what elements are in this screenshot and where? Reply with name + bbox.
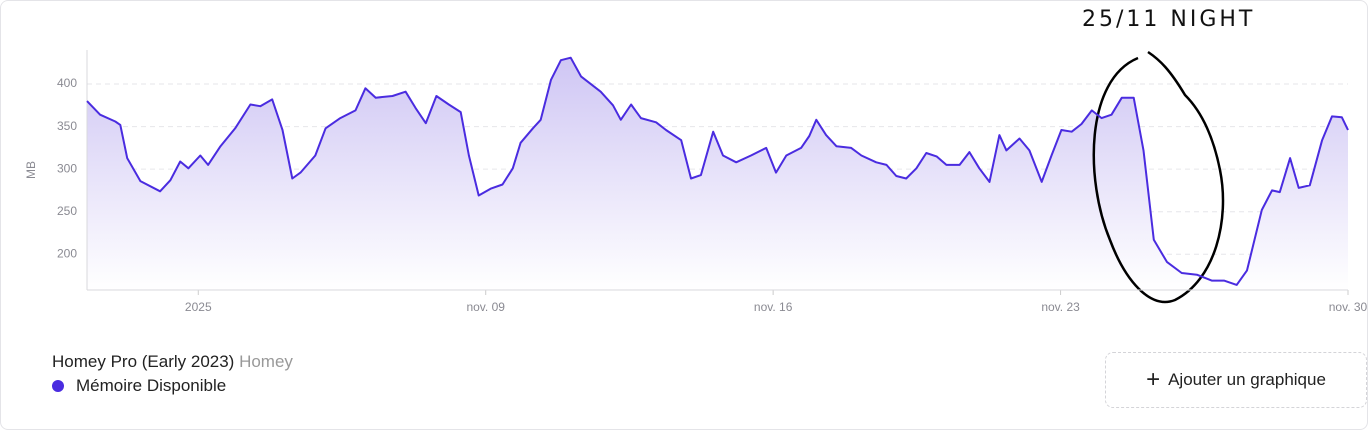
y-tick-label: 400 [57,76,77,90]
annotation-ellipse [1092,50,1225,304]
x-tick-label: nov. 23 [1041,300,1080,314]
device-brand: Homey [239,352,293,371]
y-tick-label: 250 [57,204,77,218]
plus-icon: + [1146,366,1161,393]
chart: MB 25/11 NIGHT 200 250 300 350 400 2025 nov. 0… [24,7,1368,314]
x-tick-label: nov. 30 [1329,300,1368,314]
line [86,56,1349,286]
y-axis-label: MB [24,161,38,179]
add-chart-button[interactable]: + Ajouter un graphique [1105,352,1367,408]
x-tick-label: 2025 [185,300,212,314]
button-label: Ajouter un graphique [1168,370,1326,389]
annotation: 25/11 NIGHT [1082,7,1255,32]
y-tick-label: 300 [57,161,77,175]
x-tick-label: nov. 16 [754,300,793,314]
legend-label: Mémoire Disponible [76,376,227,395]
y-tick-label: 350 [57,119,77,133]
x-tick-label: nov. 09 [466,300,505,314]
area [87,57,1348,291]
device-name: Homey Pro (Early 2023) [52,352,235,371]
legend-swatch [52,380,64,392]
legend: Homey Pro (Early 2023) Homey Mémoire Dis… [52,352,293,396]
y-tick-label: 200 [57,246,77,260]
